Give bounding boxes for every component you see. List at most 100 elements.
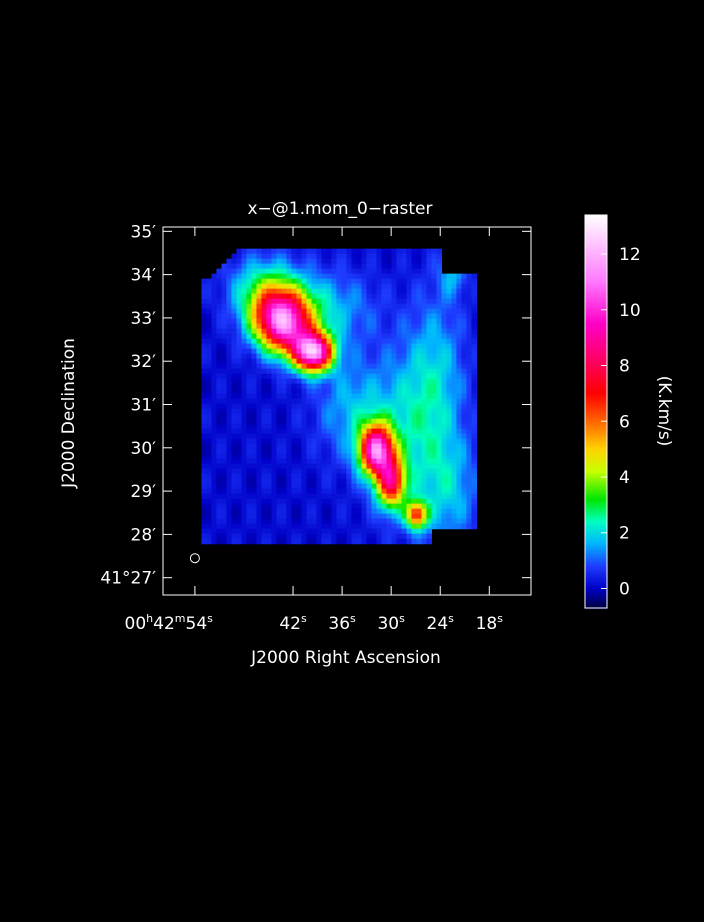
heatmap-cell xyxy=(316,508,323,515)
heatmap-cell xyxy=(286,538,293,545)
heatmap-cell xyxy=(376,413,383,420)
colorbar-segment xyxy=(585,509,607,512)
heatmap-cell xyxy=(321,438,328,445)
heatmap-cell xyxy=(396,283,403,290)
heatmap-cell xyxy=(286,528,293,535)
heatmap-cell xyxy=(236,343,243,350)
heatmap-cell xyxy=(366,353,373,360)
heatmap-cell xyxy=(231,418,238,425)
colorbar-segment xyxy=(585,353,607,356)
heatmap-cell xyxy=(296,423,303,430)
heatmap-cell xyxy=(276,298,283,305)
heatmap-cell xyxy=(221,523,228,530)
heatmap-cell xyxy=(266,443,273,450)
heatmap-cell xyxy=(416,423,423,430)
heatmap-cell xyxy=(306,338,313,345)
heatmap-cell xyxy=(241,433,248,440)
heatmap-cell xyxy=(246,328,253,335)
heatmap-cell xyxy=(411,478,418,485)
heatmap-cell xyxy=(246,413,253,420)
heatmap-cell xyxy=(446,488,453,495)
heatmap-cell xyxy=(371,273,378,280)
colorbar-segment xyxy=(585,225,607,228)
colorbar-segment xyxy=(585,495,607,498)
heatmap-cell xyxy=(356,328,363,335)
heatmap-cell xyxy=(206,373,213,380)
heatmap-cell xyxy=(321,373,328,380)
heatmap-cell xyxy=(206,383,213,390)
heatmap-cell xyxy=(291,348,298,355)
heatmap-cell xyxy=(466,483,473,490)
heatmap-cell xyxy=(221,518,228,525)
heatmap-cell xyxy=(296,358,303,365)
heatmap-cell xyxy=(236,303,243,310)
heatmap-cell xyxy=(206,488,213,495)
heatmap-cell xyxy=(436,508,443,515)
heatmap-cell xyxy=(466,438,473,445)
heatmap-cell xyxy=(256,293,263,300)
heatmap-cell xyxy=(231,463,238,470)
heatmap-cell xyxy=(286,258,293,265)
heatmap-cell xyxy=(336,253,343,260)
heatmap-cell xyxy=(471,508,478,515)
heatmap-cell xyxy=(306,413,313,420)
heatmap-cell xyxy=(201,503,208,510)
heatmap-cell xyxy=(246,318,253,325)
heatmap-cell xyxy=(211,358,218,365)
heatmap-cell xyxy=(301,338,308,345)
heatmap-cell xyxy=(341,538,348,545)
heatmap-cell xyxy=(441,288,448,295)
heatmap-cell xyxy=(296,448,303,455)
heatmap-cell xyxy=(256,298,263,305)
heatmap-cell xyxy=(346,483,353,490)
colorbar-segment xyxy=(585,587,607,590)
heatmap-cell xyxy=(316,428,323,435)
heatmap-cell xyxy=(291,248,298,255)
heatmap-cell xyxy=(301,393,308,400)
heatmap-cell xyxy=(266,303,273,310)
heatmap-cell xyxy=(266,458,273,465)
heatmap-cell xyxy=(351,433,358,440)
heatmap-cell xyxy=(336,513,343,520)
heatmap-cell xyxy=(301,253,308,260)
heatmap-cell xyxy=(221,413,228,420)
heatmap-cell xyxy=(356,323,363,330)
heatmap-cell xyxy=(351,253,358,260)
heatmap-cell xyxy=(426,493,433,500)
heatmap-cell xyxy=(286,493,293,500)
heatmap-cell xyxy=(206,308,213,315)
heatmap-cell xyxy=(386,263,393,270)
heatmap-cell xyxy=(456,398,463,405)
heatmap-cell xyxy=(281,528,288,535)
heatmap-cell xyxy=(271,508,278,515)
heatmap-cell xyxy=(371,483,378,490)
heatmap-cell xyxy=(411,473,418,480)
heatmap-cell xyxy=(326,538,333,545)
heatmap-cell xyxy=(281,463,288,470)
heatmap-cell xyxy=(201,433,208,440)
heatmap-cell xyxy=(251,473,258,480)
heatmap-cell xyxy=(336,353,343,360)
heatmap-cell xyxy=(296,248,303,255)
heatmap-cell xyxy=(431,328,438,335)
heatmap-cell xyxy=(286,498,293,505)
heatmap-cell xyxy=(311,513,318,520)
heatmap-cell xyxy=(421,368,428,375)
heatmap-cell xyxy=(216,448,223,455)
heatmap-cell xyxy=(276,273,283,280)
heatmap-cell xyxy=(416,373,423,380)
heatmap-cell xyxy=(376,378,383,385)
heatmap-cell xyxy=(211,398,218,405)
heatmap-cell xyxy=(441,353,448,360)
heatmap-cell xyxy=(226,438,233,445)
heatmap-cell xyxy=(211,488,218,495)
heatmap-cell xyxy=(271,363,278,370)
heatmap-cell xyxy=(276,523,283,530)
heatmap-cell xyxy=(346,498,353,505)
heatmap-cell xyxy=(201,538,208,545)
heatmap-cell xyxy=(311,323,318,330)
heatmap-cell xyxy=(386,358,393,365)
heatmap-cell xyxy=(301,463,308,470)
heatmap-cell xyxy=(261,268,268,275)
heatmap-cell xyxy=(386,458,393,465)
